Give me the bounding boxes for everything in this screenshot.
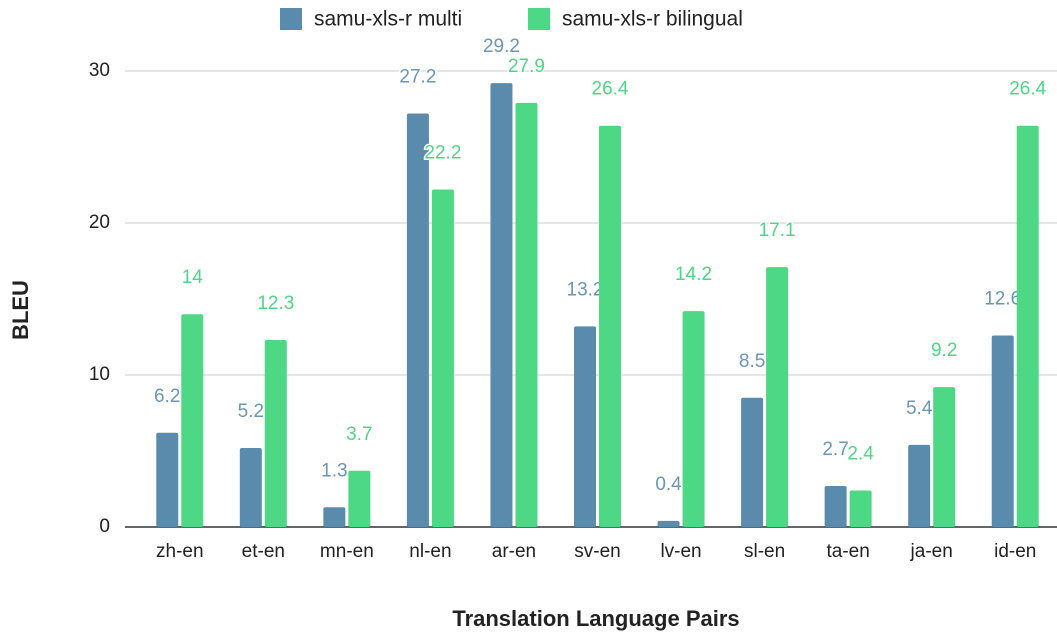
bar [490, 83, 513, 527]
bar [239, 447, 262, 527]
bar [264, 340, 287, 527]
y-axis-title: BLEU [8, 280, 33, 340]
bar [766, 267, 789, 527]
bar [156, 432, 179, 527]
x-tick-label: nl-en [409, 541, 451, 562]
value-label: 17.1 [759, 220, 796, 241]
value-label: 13.2 [567, 279, 604, 300]
value-label: 12.3 [257, 293, 294, 314]
value-label: 22.2 [424, 143, 461, 164]
value-label: 9.2 [931, 340, 957, 361]
x-tick-label: et-en [242, 541, 285, 562]
bar [181, 314, 204, 527]
value-label: 5.2 [238, 401, 264, 422]
x-tick-label: lv-en [660, 541, 701, 562]
y-tick-label: 10 [89, 364, 110, 385]
value-label: 26.4 [1009, 79, 1046, 100]
bar [323, 507, 346, 527]
x-tick-label: ja-en [910, 541, 953, 562]
bar [933, 387, 956, 527]
legend-label: samu-xls-r multi [314, 8, 462, 31]
legend-swatch [280, 8, 302, 30]
value-label: 27.2 [399, 67, 436, 88]
x-tick-label: sl-en [744, 541, 785, 562]
y-tick-label: 0 [99, 516, 110, 537]
x-tick-label: ar-en [492, 541, 536, 562]
legend-label: samu-xls-r bilingual [562, 8, 743, 31]
bar [657, 520, 680, 527]
bar [406, 113, 429, 527]
x-tick-label: sv-en [574, 541, 620, 562]
legend-swatch [528, 8, 550, 30]
x-tick-label: mn-en [320, 541, 374, 562]
value-label: 5.4 [906, 398, 933, 419]
value-label: 26.4 [592, 79, 629, 100]
bar [348, 470, 371, 527]
bar [849, 490, 872, 527]
x-axis-title: Translation Language Pairs [452, 606, 739, 631]
value-label: 2.7 [822, 439, 848, 460]
x-tick-label: id-en [994, 541, 1036, 562]
value-label: 1.3 [321, 460, 347, 481]
bar [682, 311, 705, 527]
bar [574, 326, 596, 527]
value-label: 27.9 [508, 56, 545, 77]
bar [741, 397, 764, 527]
value-label: 14.2 [675, 264, 712, 285]
bar [991, 335, 1014, 527]
value-label: 3.7 [346, 424, 372, 445]
value-label: 12.6 [984, 288, 1021, 309]
value-label: 14 [182, 267, 204, 288]
bar [599, 125, 621, 527]
bar [515, 102, 538, 528]
bar [1016, 125, 1039, 527]
value-label: 6.2 [154, 386, 180, 407]
x-tick-label: ta-en [826, 541, 869, 562]
value-label: 2.4 [847, 444, 874, 465]
value-label: 0.4 [655, 474, 682, 495]
x-tick-label: zh-en [156, 541, 204, 562]
y-tick-label: 30 [89, 60, 110, 81]
bar [824, 485, 847, 527]
bar [431, 189, 454, 527]
y-tick-label: 20 [89, 212, 110, 233]
value-label: 8.5 [739, 351, 765, 372]
value-label: 29.2 [483, 36, 520, 57]
bar [908, 444, 931, 527]
